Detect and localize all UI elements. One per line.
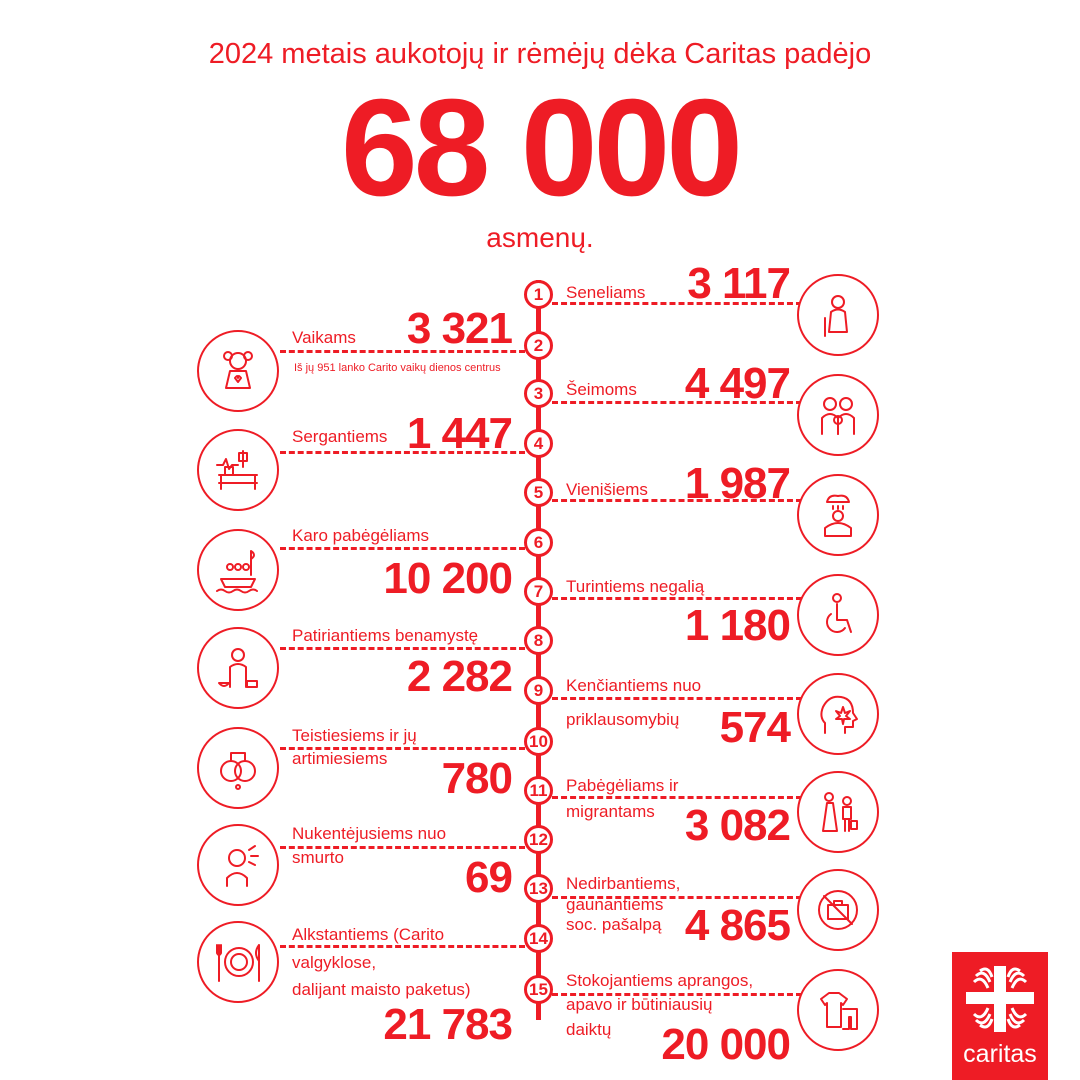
connector-line [280, 547, 525, 550]
category-value: 3 082 [684, 801, 791, 850]
headline: 2024 metais aukotojų ir rėmėjų dėka Cari… [208, 38, 872, 70]
category-value: 1 180 [684, 601, 791, 650]
category-label: Patiriantiems benamystę [292, 626, 479, 645]
connector-line [552, 499, 802, 502]
category-label: gaunantiems [566, 895, 664, 914]
step-number-3: 3 [524, 379, 553, 408]
category-value: 2 282 [406, 652, 513, 701]
step-number-2: 2 [524, 331, 553, 360]
connector-line [552, 302, 802, 305]
connector-line [280, 945, 525, 948]
connector-line [552, 993, 802, 996]
step-number-12: 12 [524, 825, 553, 854]
category-label: Šeimoms [566, 380, 637, 399]
connector-line [280, 647, 525, 650]
elderly-person-icon [797, 274, 879, 356]
step-number-10: 10 [524, 727, 553, 756]
plate-cutlery-icon [197, 921, 279, 1003]
category-value: 10 200 [383, 554, 513, 603]
logo-text: caritas [963, 1040, 1037, 1068]
total-unit: asmenų. [486, 222, 594, 253]
connector-line [280, 747, 525, 750]
violence-victim-icon [197, 824, 279, 906]
connector-line [552, 796, 802, 799]
hospital-bed-icon [197, 429, 279, 511]
step-number-9: 9 [524, 676, 553, 705]
step-number-7: 7 [524, 577, 553, 606]
homeless-person-icon [197, 627, 279, 709]
category-value: 3 117 [687, 259, 791, 308]
no-work-icon [797, 869, 879, 951]
wheelchair-icon [797, 574, 879, 656]
category-label: artimiesiems [292, 749, 388, 768]
category-label: priklausomybių [566, 710, 680, 729]
category-value: 4 865 [684, 901, 791, 950]
category-label: migrantams [566, 802, 655, 821]
category-label: smurto [292, 848, 344, 867]
category-label: dalijant maisto paketus) [292, 980, 471, 999]
step-number-1: 1 [524, 280, 553, 309]
category-value: 20 000 [661, 1020, 791, 1069]
step-number-13: 13 [524, 874, 553, 903]
category-label: Teistiesiems ir jų [292, 726, 417, 745]
category-value: 1 987 [684, 459, 791, 508]
step-number-6: 6 [524, 528, 553, 557]
lonely-person-rain-icon [797, 474, 879, 556]
category-label: Nukentėjusiems nuo [292, 824, 447, 843]
step-number-5: 5 [524, 478, 553, 507]
category-label: Sergantiems [292, 427, 388, 446]
connector-line [552, 401, 802, 404]
category-label: soc. pašalpą [566, 915, 662, 934]
category-label: Turintiems negalią [566, 577, 705, 596]
handcuffs-icon [197, 727, 279, 809]
category-label: daiktų [566, 1020, 612, 1039]
caritas-cross-icon [966, 966, 1034, 1032]
category-label: Pabėgėliams ir [566, 776, 679, 795]
addiction-head-icon [797, 673, 879, 755]
connector-line [280, 350, 525, 353]
connector-line [280, 846, 525, 849]
category-label: Stokojantiems aprangos, [566, 971, 754, 990]
doll-icon [197, 330, 279, 412]
step-number-15: 15 [524, 975, 553, 1004]
category-label: Nedirbantiems, [566, 874, 681, 893]
category-label: Alkstantiems (Carito [292, 925, 445, 944]
category-value: 780 [441, 754, 513, 803]
connector-line [552, 896, 802, 899]
caritas-logo: caritas [952, 952, 1048, 1080]
category-label: apavo ir būtiniausių [566, 995, 713, 1014]
step-number-14: 14 [524, 924, 553, 953]
category-value: 574 [719, 703, 791, 752]
connector-line [280, 451, 525, 454]
clothing-icon [797, 969, 879, 1051]
category-value: 69 [465, 853, 513, 902]
category-note: Iš jų 951 lanko Carito vaikų dienos cent… [294, 362, 501, 374]
refugee-boat-icon [197, 529, 279, 611]
connector-line [552, 597, 802, 600]
family-icon [797, 374, 879, 456]
category-value: 21 783 [383, 1000, 513, 1049]
step-number-8: 8 [524, 626, 553, 655]
category-label: Seneliams [566, 283, 646, 302]
category-label: Karo pabėgėliams [292, 526, 430, 545]
migrants-icon [797, 771, 879, 853]
connector-line [552, 697, 802, 700]
category-value: 3 321 [406, 304, 513, 353]
step-number-4: 4 [524, 429, 553, 458]
category-label: Vienišiems [566, 480, 648, 499]
category-label: Kenčiantiems nuo [566, 676, 702, 695]
category-label: Vaikams [292, 328, 356, 347]
total-count: 68 000 [340, 71, 743, 225]
category-value: 4 497 [684, 359, 791, 408]
category-value: 1 447 [406, 409, 513, 458]
step-number-11: 11 [524, 776, 553, 805]
category-label: valgyklose, [292, 953, 377, 972]
